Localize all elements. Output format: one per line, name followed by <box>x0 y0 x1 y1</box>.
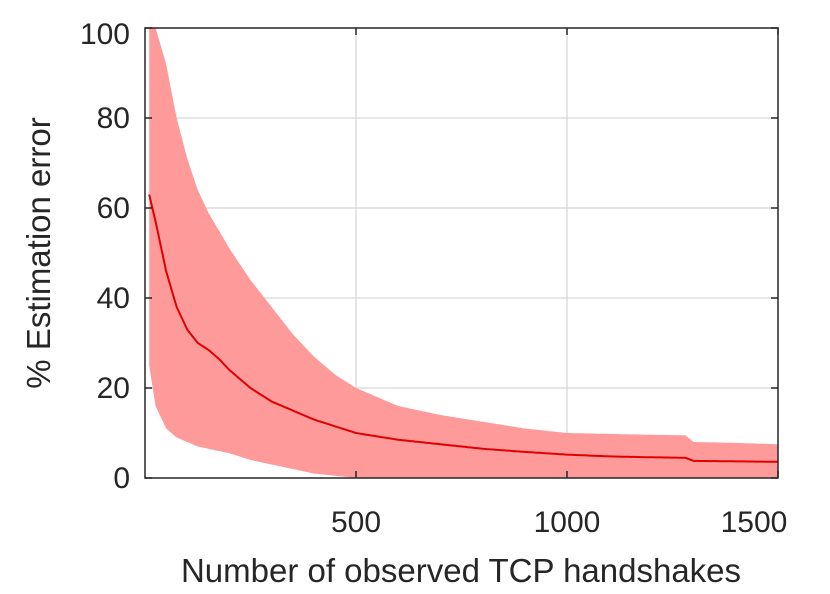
y-tick-label-80: 80 <box>97 102 130 135</box>
y-tick-label-100: 100 <box>80 18 130 51</box>
tick-labels: 500 1000 1500 0 20 40 60 80 100 <box>80 18 787 539</box>
x-axis-label: Number of observed TCP handshakes <box>181 552 741 589</box>
mean-error-line <box>148 194 778 463</box>
y-tick-label-20: 20 <box>97 372 130 405</box>
y-tick-label-40: 40 <box>97 282 130 315</box>
x-tick-label-1500: 1500 <box>721 506 788 539</box>
y-axis-label: % Estimation error <box>20 117 57 388</box>
plot-area-frame <box>144 27 779 479</box>
y-tick-label-60: 60 <box>97 192 130 225</box>
y-tick-label-0: 0 <box>113 462 130 495</box>
x-tick-label-1000: 1000 <box>534 506 601 539</box>
x-tick-label-500: 500 <box>331 506 381 539</box>
mean-line-path <box>148 194 778 463</box>
error-band-area <box>149 28 778 478</box>
error-band <box>149 28 778 478</box>
tick-marks <box>145 27 779 479</box>
